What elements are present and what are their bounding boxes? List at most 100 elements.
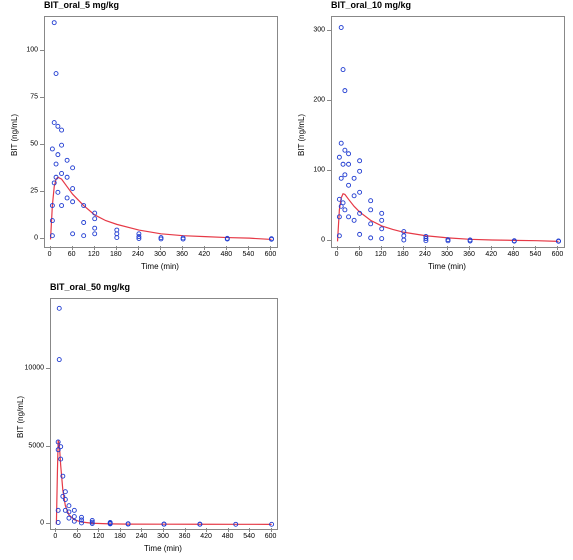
x-tick-label: 0 xyxy=(53,533,57,540)
y-tick xyxy=(46,446,50,447)
x-tick-label: 360 xyxy=(176,251,188,258)
y-tick-label: 5000 xyxy=(28,442,44,449)
plot-svg xyxy=(45,17,277,247)
y-tick xyxy=(46,523,50,524)
y-axis-label: BIT (ng/mL) xyxy=(16,396,25,438)
y-tick-label: 200 xyxy=(313,97,325,104)
data-point xyxy=(52,21,56,25)
y-tick-label: 25 xyxy=(30,188,38,195)
data-point xyxy=(50,147,54,151)
data-point xyxy=(347,152,351,156)
y-tick xyxy=(40,191,44,192)
x-axis-label: Time (min) xyxy=(331,262,563,271)
x-tick-label: 600 xyxy=(265,251,277,258)
data-point xyxy=(71,166,75,170)
x-tick xyxy=(513,246,514,250)
x-tick xyxy=(381,246,382,250)
y-tick xyxy=(40,50,44,51)
x-tick-label: 480 xyxy=(507,251,519,258)
x-tick xyxy=(160,246,161,250)
x-tick-label: 120 xyxy=(375,251,387,258)
x-tick-label: 420 xyxy=(485,251,497,258)
y-tick-label: 0 xyxy=(40,520,44,527)
x-tick xyxy=(77,528,78,532)
data-point xyxy=(337,155,341,159)
x-tick-label: 360 xyxy=(463,251,475,258)
x-tick xyxy=(359,246,360,250)
x-tick xyxy=(94,246,95,250)
data-point xyxy=(65,175,69,179)
y-axis-label: BIT (ng/mL) xyxy=(10,114,19,156)
y-tick-label: 100 xyxy=(26,46,38,53)
data-point xyxy=(71,187,75,191)
x-tick-label: 600 xyxy=(265,533,277,540)
data-point xyxy=(352,176,356,180)
data-point xyxy=(82,234,86,238)
data-point xyxy=(60,171,64,175)
y-tick-label: 300 xyxy=(313,27,325,34)
panel-p10: BIT_oral_10 mg/kg06012018024030036042048… xyxy=(287,0,573,278)
panel-title: BIT_oral_5 mg/kg xyxy=(44,0,119,10)
x-tick xyxy=(163,528,164,532)
x-tick xyxy=(204,246,205,250)
x-tick-label: 180 xyxy=(397,251,409,258)
x-tick xyxy=(469,246,470,250)
data-point xyxy=(352,194,356,198)
y-tick-label: 100 xyxy=(313,167,325,174)
x-tick-label: 60 xyxy=(73,533,81,540)
data-point xyxy=(358,232,362,236)
plot-area xyxy=(331,16,565,248)
x-tick xyxy=(447,246,448,250)
x-tick xyxy=(228,528,229,532)
panel-p50: BIT_oral_50 mg/kg06012018024030036042048… xyxy=(0,282,286,560)
x-tick-label: 600 xyxy=(552,251,564,258)
data-point xyxy=(60,143,64,147)
y-tick xyxy=(327,30,331,31)
fitted-curve xyxy=(338,194,559,242)
x-tick xyxy=(182,246,183,250)
x-tick-label: 60 xyxy=(355,251,363,258)
data-point xyxy=(402,234,406,238)
x-tick xyxy=(141,528,142,532)
x-tick-label: 240 xyxy=(136,533,148,540)
x-tick xyxy=(55,528,56,532)
data-point xyxy=(343,173,347,177)
data-point xyxy=(339,26,343,30)
data-point xyxy=(63,490,67,494)
data-point xyxy=(67,516,71,520)
y-axis-label: BIT (ng/mL) xyxy=(297,114,306,156)
fitted-curve xyxy=(51,177,272,239)
x-tick xyxy=(226,246,227,250)
x-tick-label: 420 xyxy=(200,533,212,540)
data-point xyxy=(341,201,345,205)
x-tick-label: 120 xyxy=(93,533,105,540)
x-tick xyxy=(116,246,117,250)
x-tick xyxy=(425,246,426,250)
y-tick-label: 10000 xyxy=(25,364,44,371)
data-point xyxy=(358,159,362,163)
data-point xyxy=(369,208,373,212)
data-point xyxy=(93,217,97,221)
data-point xyxy=(369,199,373,203)
data-point xyxy=(369,222,373,226)
panel-title: BIT_oral_10 mg/kg xyxy=(331,0,411,10)
data-point xyxy=(65,158,69,162)
x-tick xyxy=(138,246,139,250)
data-point xyxy=(402,238,406,242)
data-point xyxy=(343,89,347,93)
x-tick xyxy=(249,528,250,532)
data-point xyxy=(369,236,373,240)
x-tick-label: 0 xyxy=(335,251,339,258)
x-tick xyxy=(98,528,99,532)
x-tick-label: 300 xyxy=(154,251,166,258)
data-point xyxy=(72,515,76,519)
data-point xyxy=(67,504,71,508)
data-point xyxy=(341,162,345,166)
y-tick-label: 0 xyxy=(321,237,325,244)
y-tick xyxy=(327,170,331,171)
data-point xyxy=(358,190,362,194)
x-tick-label: 180 xyxy=(114,533,126,540)
data-point xyxy=(52,121,56,125)
x-tick-label: 420 xyxy=(198,251,210,258)
x-tick xyxy=(271,528,272,532)
